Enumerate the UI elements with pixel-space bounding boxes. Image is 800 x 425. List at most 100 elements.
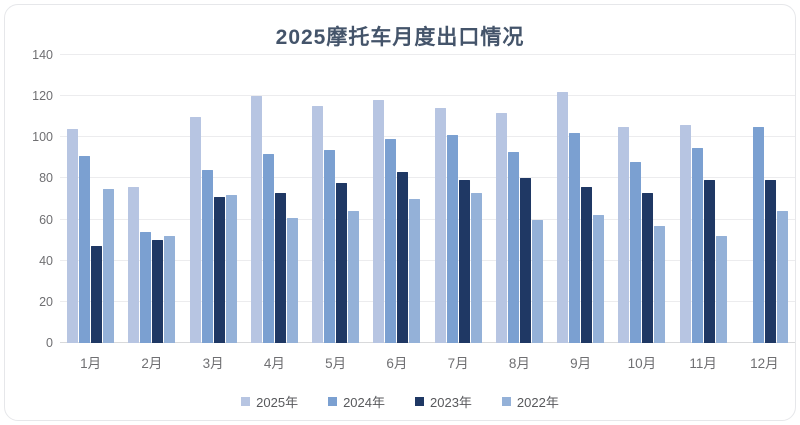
x-axis-labels: 1月 2月 3月 4月 5月 6月 7月 8月 9月 10月 11月 12月 [60,352,795,372]
x-tick-label-3月: 3月 [202,356,224,371]
bar-2025年-2月 [128,187,140,343]
bar-group-1月 [60,55,121,343]
bar-2022年-8月 [531,220,543,343]
legend-label-2025年: 2025年 [256,395,299,410]
bar-2023年-4月 [274,193,286,343]
x-tick-label-2月: 2月 [141,356,163,371]
legend-label-2023年: 2023年 [430,395,472,410]
bar-2022年-2月 [164,236,176,343]
bar-2024年-1月 [79,156,91,343]
bar-2022年-3月 [225,195,237,343]
legend-item-2022年: 2022年 [501,392,559,411]
x-tick-label-4月: 4月 [263,356,285,371]
bar-2025年-4月 [250,96,262,343]
bar-2023年-11月 [703,180,715,343]
x-tick-label-7月: 7月 [447,356,469,371]
x-tick-label-10月: 10月 [627,356,657,371]
bar-2024年-12月 [752,127,764,343]
bar-group-9月 [550,55,611,343]
bar-2023年-1月 [91,246,103,343]
bar-2023年-5月 [336,183,348,343]
bar-2023年-10月 [642,193,654,343]
bar-2024年-8月 [507,152,519,343]
bar-2022年-5月 [348,211,360,343]
bar-2023年-9月 [581,187,593,343]
bar-2023年-2月 [152,240,164,343]
bar-2025年-5月 [312,106,324,343]
bar-2022年-1月 [103,189,115,343]
x-axis-line [60,342,795,343]
bar-2022年-9月 [593,215,605,343]
plot-area [60,54,795,343]
x-tick-label-6月: 6月 [386,356,408,371]
x-tick-label-9月: 9月 [570,356,592,371]
legend-item-2023年: 2023年 [415,392,472,411]
x-tick-label-12月: 12月 [750,356,779,371]
bar-2024年-4月 [262,154,274,343]
bar-2025年-8月 [495,113,507,343]
bar-group-5月 [305,55,366,343]
bar-2025年-3月 [189,117,201,343]
bar-2025年-6月 [373,100,385,343]
bar-2023年-3月 [213,197,225,343]
gridline-120 [60,95,795,96]
legend-swatch-2024年 [328,397,338,406]
bar-2024年-2月 [140,232,152,343]
bar-2022年-4月 [286,218,298,343]
bar-2025年-7月 [434,108,446,343]
bar-groups [60,55,795,343]
legend-swatch-2022年 [501,397,511,406]
bar-2024年-10月 [630,162,642,343]
gridline-80 [60,177,795,178]
x-tick-label-8月: 8月 [508,356,530,371]
bar-2023年-7月 [458,180,470,343]
bar-2022年-6月 [409,199,421,343]
bar-2025年-1月 [67,129,79,343]
legend-item-2025年: 2025年 [241,392,298,411]
bar-group-7月 [428,55,489,343]
bar-2024年-7月 [446,135,458,343]
bar-2025年-10月 [618,127,630,343]
bar-group-8月 [489,55,550,343]
bar-2024年-9月 [569,133,581,343]
bar-group-10月 [611,55,672,343]
bar-2024年-5月 [324,150,336,343]
gridline-100 [60,136,795,137]
chart-card: 2025摩托车月度出口情况 0 20 40 60 80 100 120 140 1月 2月 3月 4… [4,4,796,421]
bar-2022年-11月 [715,236,727,343]
bar-2024年-11月 [691,148,703,343]
y-tick-label-120: 120 [32,89,53,103]
x-tick-label-5月: 5月 [325,356,347,371]
bar-group-4月 [244,55,305,343]
bar-2025年-11月 [679,125,691,343]
legend-swatch-2025年 [241,397,251,406]
y-tick-label-20: 20 [39,295,53,309]
legend: 2025年 2024年 2023年 2022年 [5,392,795,411]
bar-group-3月 [183,55,244,343]
bar-2023年-6月 [397,172,409,343]
bar-group-2月 [121,55,182,343]
gridline-20 [60,301,795,302]
y-tick-label-40: 40 [39,254,53,268]
bar-2024年-3月 [201,170,213,343]
bar-group-6月 [366,55,427,343]
bar-2023年-8月 [519,178,531,343]
legend-label-2022年: 2022年 [516,395,559,410]
bar-2022年-12月 [776,211,788,343]
y-tick-label-80: 80 [39,171,53,185]
x-tick-label-11月: 11月 [689,356,717,371]
y-tick-label-140: 140 [32,48,53,62]
bar-group-12月 [734,55,795,343]
y-tick-label-0: 0 [46,336,53,350]
bar-group-11月 [673,55,734,343]
chart-title: 2025摩托车月度出口情况 [275,26,525,49]
gridline-60 [60,219,795,220]
gridline-140 [60,54,795,55]
bar-2025年-9月 [557,92,569,343]
x-tick-label-1月: 1月 [80,356,102,371]
legend-label-2024年: 2024年 [343,395,385,410]
y-tick-label-60: 60 [39,213,53,227]
gridline-40 [60,260,795,261]
legend-item-2024年: 2024年 [328,392,385,411]
bar-2024年-6月 [385,139,397,343]
